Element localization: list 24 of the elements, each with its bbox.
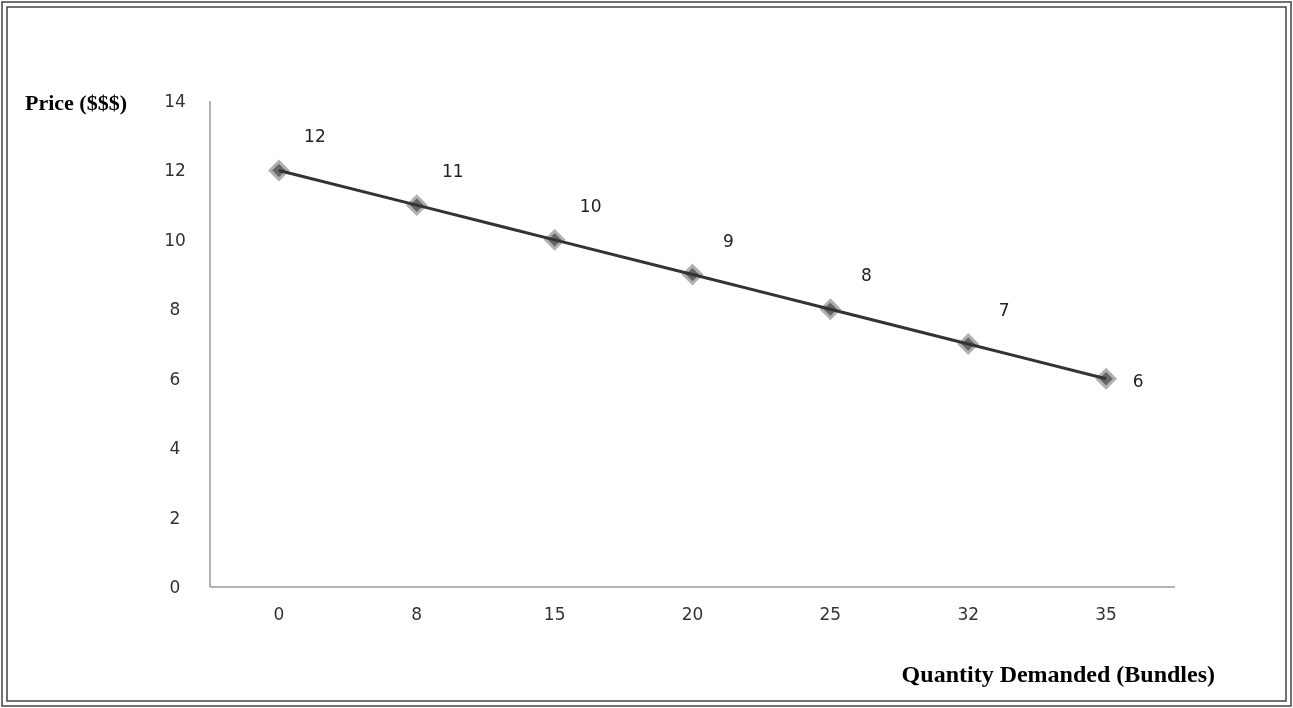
x-tick-label: 25 — [819, 604, 842, 624]
x-tick-label: 20 — [681, 604, 704, 624]
y-tick-label: 2 — [169, 507, 181, 528]
data-label: 9 — [723, 230, 734, 251]
y-tick-label: 10 — [164, 229, 186, 250]
y-tick-label: 12 — [164, 160, 186, 181]
x-axis-title: Quantity Demanded (Bundles) — [901, 661, 1215, 687]
x-tick-label: 35 — [1095, 604, 1117, 624]
data-label: 6 — [1132, 370, 1144, 391]
y-axis-title: Price ($$$) — [25, 90, 127, 115]
data-label: 10 — [579, 195, 602, 216]
y-tick-label: 6 — [169, 368, 181, 389]
x-tick-label: 15 — [543, 604, 566, 624]
y-tick-label: 0 — [169, 577, 181, 597]
x-tick-label: 32 — [957, 604, 980, 624]
y-tick-label: 14 — [164, 91, 186, 111]
data-label: 8 — [860, 265, 872, 286]
data-label: 12 — [304, 126, 326, 147]
y-tick-label: 4 — [169, 438, 181, 459]
data-label: 7 — [998, 300, 1010, 320]
x-tick-label: 8 — [411, 604, 423, 624]
data-label: 11 — [441, 161, 464, 182]
y-tick-label: 8 — [169, 299, 181, 320]
x-tick-label: 0 — [273, 604, 285, 624]
